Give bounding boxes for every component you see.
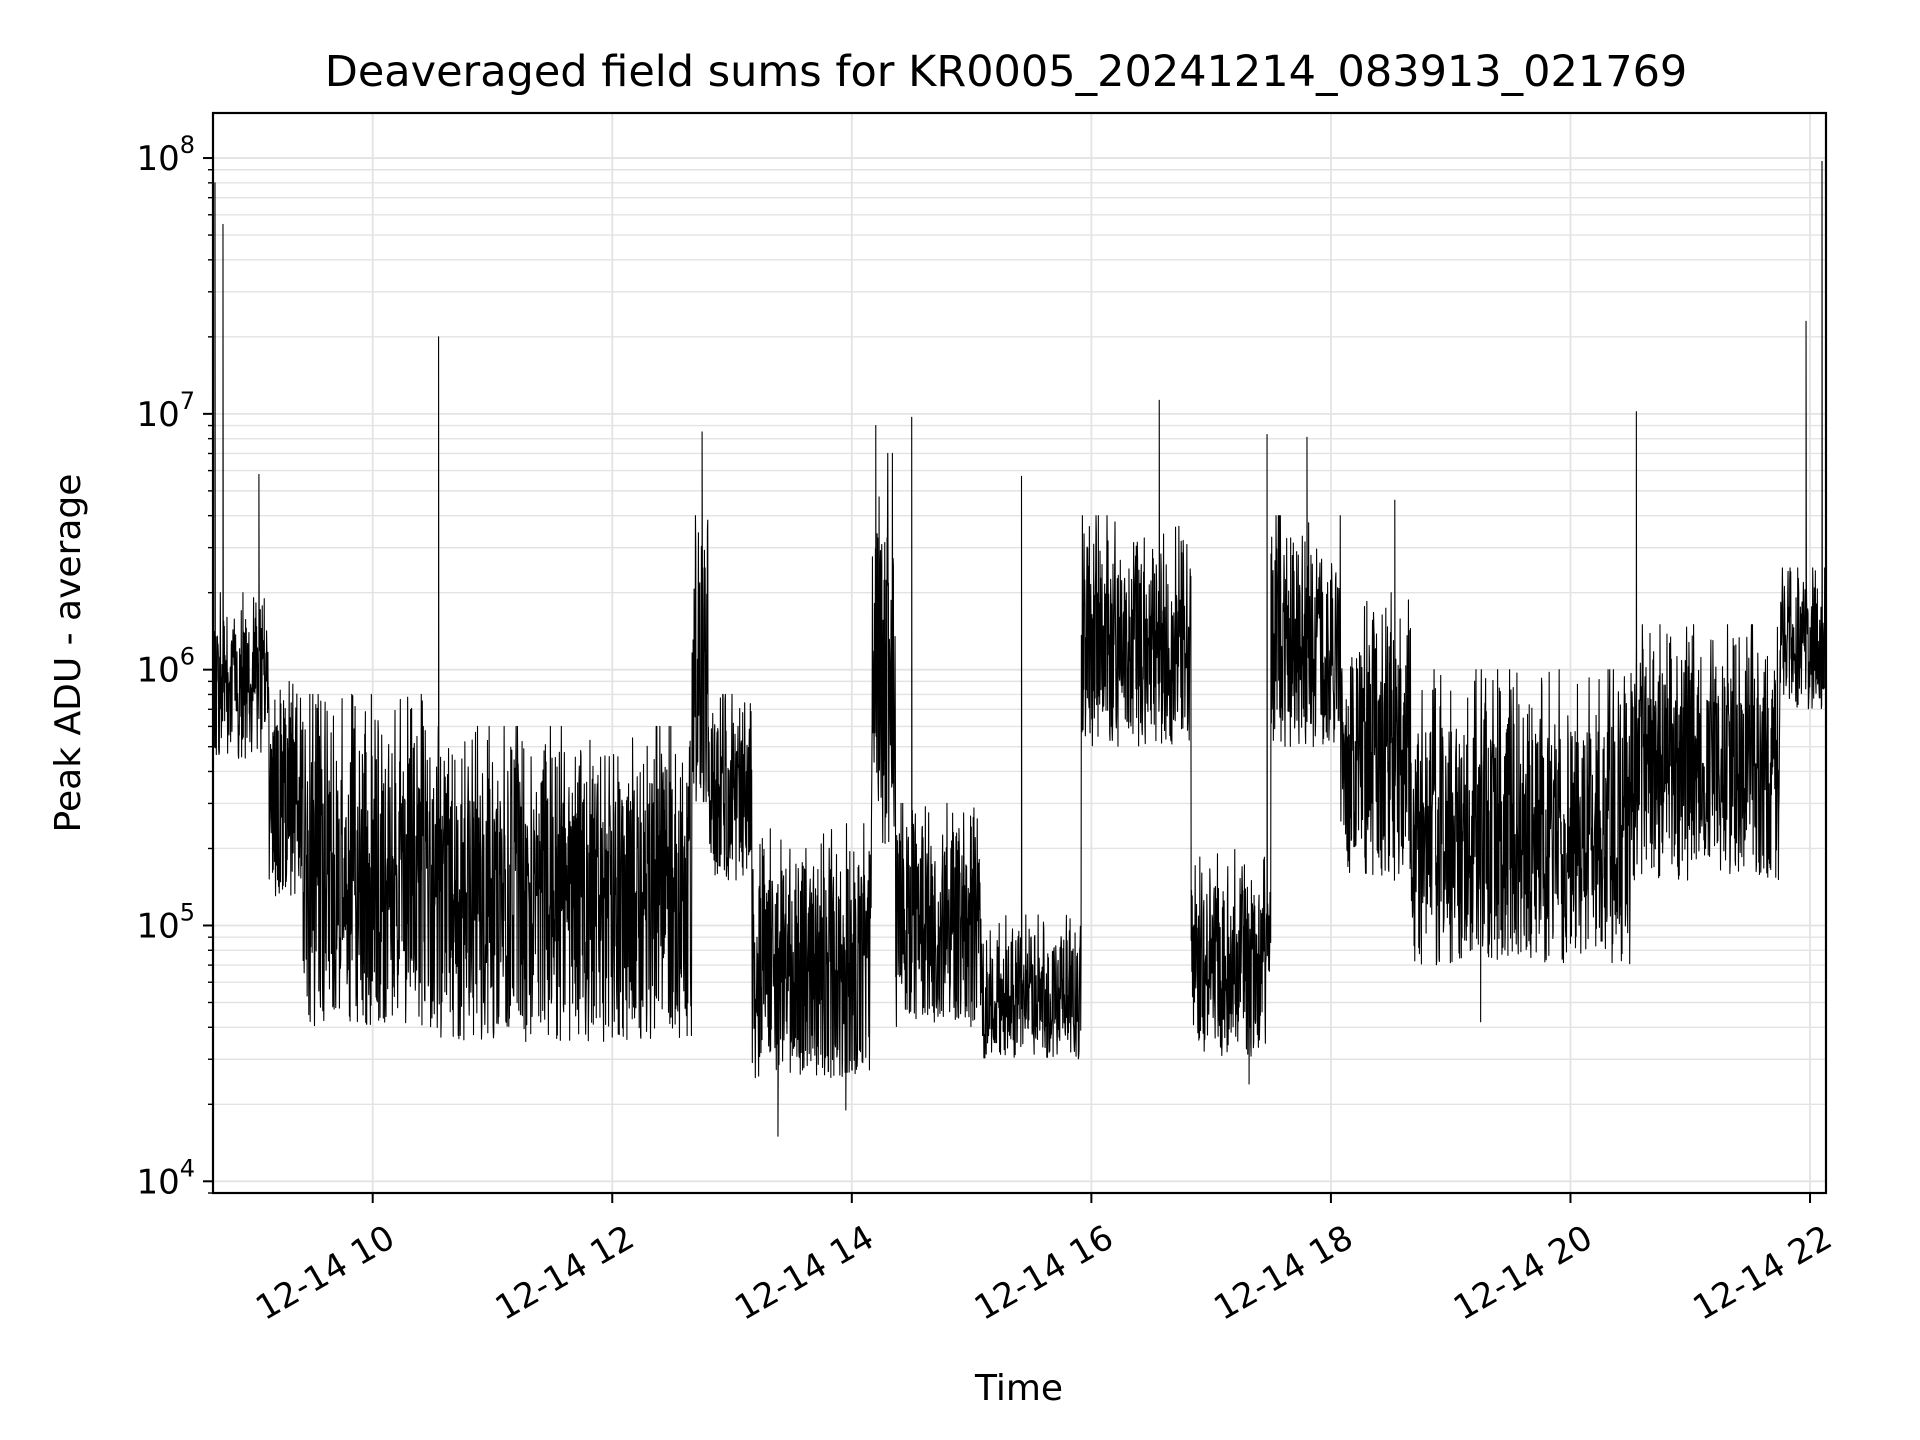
y-axis-ticks: 104 105 106 107 108 [136, 131, 213, 1202]
y-tick-label: 105 [136, 898, 195, 946]
y-tick-label: 107 [136, 387, 195, 435]
y-axis-label: Peak ADU - average [48, 474, 89, 833]
x-axis-label: Time [974, 1368, 1063, 1409]
y-tick-label: 108 [136, 131, 195, 179]
chart-title: Deaveraged field sums for KR0005_2024121… [325, 47, 1688, 97]
plot-frame [211, 111, 1828, 1195]
y-tick-label: 104 [136, 1154, 195, 1202]
series-trace [212, 160, 1827, 1137]
series-line [212, 160, 1827, 1137]
y-tick-label: 106 [136, 643, 195, 691]
